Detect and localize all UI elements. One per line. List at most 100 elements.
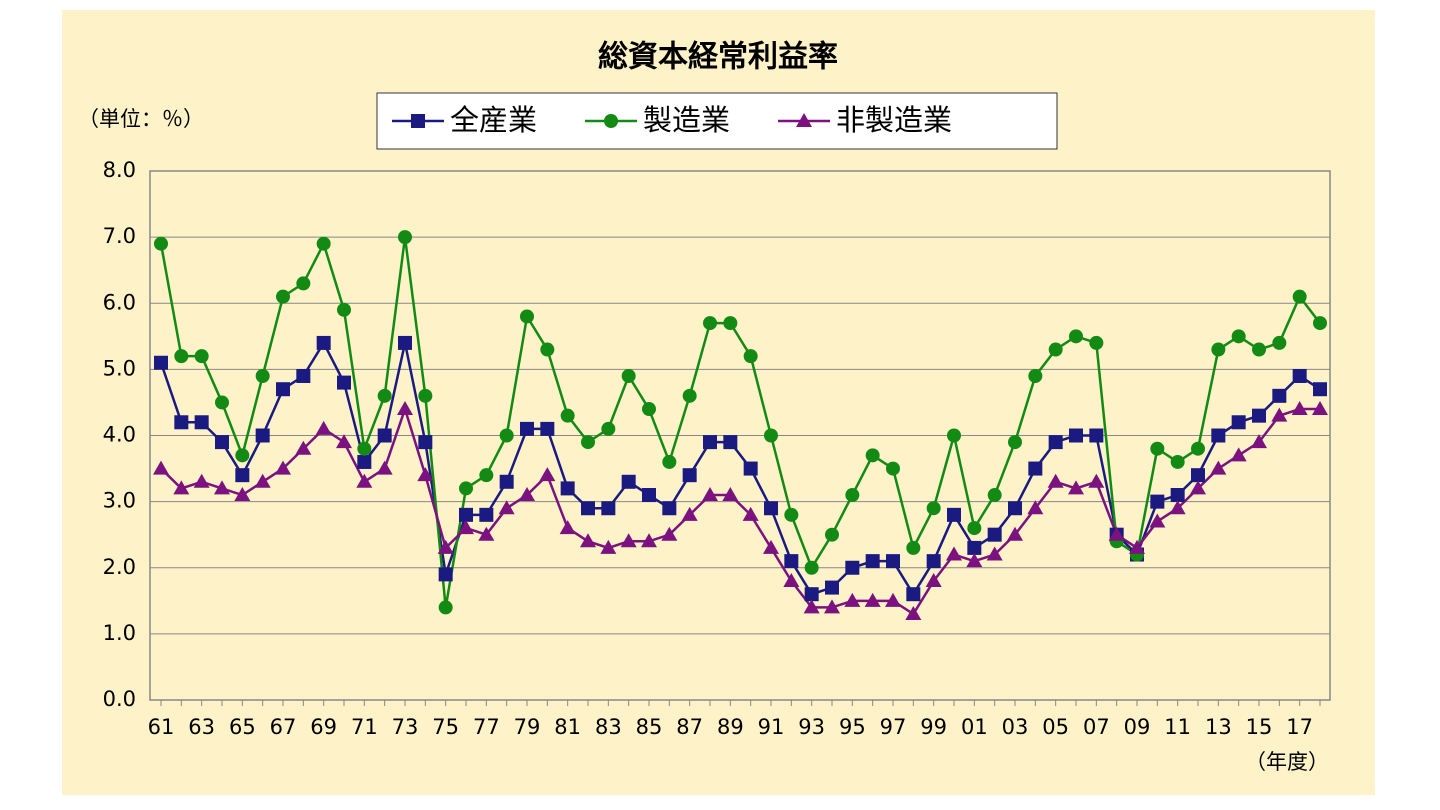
point-marker [723,435,738,450]
x-tick-label: 67 [270,715,297,739]
point-marker [479,507,494,522]
x-tick-label: 97 [880,715,907,739]
point-marker [804,587,819,602]
point-marker [967,521,982,536]
point-marker [1252,342,1266,357]
point-marker [215,395,229,410]
point-marker [539,467,556,482]
point-marker [865,554,880,569]
point-marker [1312,401,1328,416]
x-axis-unit: （年度） [1245,750,1329,774]
point-marker [1272,388,1287,403]
point-marker [1170,488,1185,503]
point-marker [581,501,595,516]
point-marker [681,506,698,521]
legend-label: 非製造業 [836,103,952,137]
point-marker [458,520,474,535]
point-marker [519,487,535,502]
point-marker [1150,441,1165,456]
point-marker [722,487,739,502]
point-marker [377,428,392,443]
point-marker [479,468,494,483]
x-tick-label: 89 [717,715,744,739]
point-marker [905,606,922,621]
point-marker [723,316,738,331]
point-marker [1231,329,1246,344]
point-marker [621,368,636,383]
point-marker [337,375,351,390]
point-marker [438,600,453,615]
point-marker [438,567,453,582]
point-marker [804,560,819,575]
y-tick-label: 2.0 [103,555,136,579]
point-marker [946,546,962,561]
point-marker [947,507,961,522]
point-marker [764,501,778,516]
x-tick-label: 91 [758,715,785,739]
point-marker [1271,407,1288,422]
point-marker [926,554,941,569]
x-tick-label: 17 [1286,715,1313,739]
x-tick-label: 15 [1246,715,1273,739]
point-marker [459,481,473,496]
x-tick-label: 81 [554,715,581,739]
point-marker [906,587,921,602]
point-marker [1230,447,1247,462]
point-marker [844,592,861,607]
point-marker [743,461,758,476]
point-marker [459,507,473,522]
point-marker [1190,480,1206,495]
point-marker [784,507,799,522]
point-marker [418,388,433,403]
point-marker [295,440,312,455]
point-marker [1292,368,1307,383]
point-marker [296,368,311,383]
point-marker [1048,435,1063,450]
point-marker [845,560,860,575]
point-marker [1108,526,1125,541]
point-marker [356,473,373,488]
point-marker [600,539,617,554]
point-marker [845,488,860,503]
point-marker [276,382,290,397]
point-marker [397,401,413,416]
point-marker [1291,401,1308,416]
point-marker [215,435,229,450]
y-tick-label: 1.0 [103,621,136,645]
point-marker [1028,461,1043,476]
point-marker [825,527,839,542]
point-marker [1028,368,1043,383]
point-marker [621,474,636,489]
point-marker [174,349,189,364]
x-tick-label: 01 [961,715,988,739]
point-marker [337,302,351,317]
point-marker [411,114,425,128]
point-marker [478,526,495,541]
point-marker [1211,342,1226,357]
point-marker [255,428,270,443]
x-tick-label: 03 [1002,715,1029,739]
y-tick-label: 7.0 [103,224,136,248]
x-tick-label: 13 [1205,715,1232,739]
point-marker [499,428,514,443]
series-line [159,340,1321,597]
x-tick-label: 79 [514,715,541,739]
y-axis-unit: （単位：％） [78,107,204,131]
point-marker [276,289,290,304]
point-marker [417,467,434,482]
point-marker [376,460,393,475]
point-marker [825,580,839,595]
point-marker [398,230,412,245]
point-marker [742,506,759,521]
point-marker [154,236,168,251]
point-marker [1068,480,1084,495]
point-marker [1149,513,1166,528]
point-marker [682,468,697,483]
point-marker [1069,428,1083,443]
point-marker [1047,473,1064,488]
point-marker [194,415,209,430]
point-marker [560,481,575,496]
x-tick-label: 65 [229,715,256,739]
point-marker [1129,539,1145,554]
